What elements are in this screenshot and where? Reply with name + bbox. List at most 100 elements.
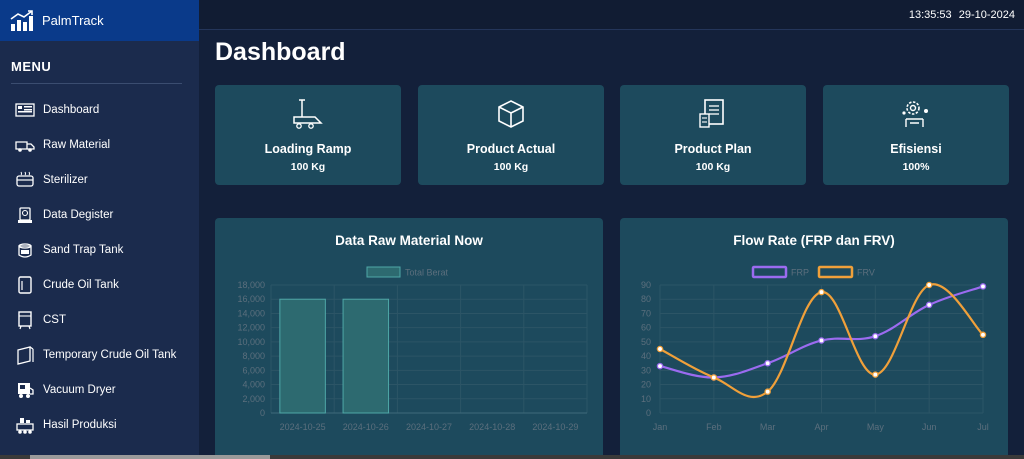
legend-swatch	[751, 265, 788, 279]
sidebar-item-data-degister[interactable]: Data Degister	[0, 197, 199, 232]
data-point	[710, 374, 718, 381]
degister-icon	[15, 205, 35, 225]
sidebar-item-label: Dashboard	[43, 103, 100, 116]
x-tick-label: 2024-10-25	[280, 422, 326, 432]
x-tick-label: Jul	[977, 422, 989, 432]
card-value: 100 Kg	[290, 161, 326, 173]
sidebar-item-crude-oil-tank[interactable]: Crude Oil Tank	[0, 267, 199, 302]
bar-chart-logo-icon	[10, 9, 33, 31]
chart-legend: Total Berat	[366, 266, 449, 278]
sidebar-item-dashboard[interactable]: Dashboard	[0, 92, 199, 127]
sterilizer-icon	[15, 170, 35, 190]
production-icon	[15, 415, 35, 435]
raw-material-bar-chart: Total Berat 0 2,000 4,000 6,000 8,000 10,000 12…	[237, 266, 588, 432]
data-point	[872, 332, 879, 340]
vacuum-dryer-icon	[15, 380, 35, 400]
x-tick-label: 2024-10-27	[406, 422, 452, 432]
bar	[279, 298, 326, 414]
chart-title: Data Raw Material Now	[335, 233, 483, 248]
data-point	[979, 283, 987, 290]
y-tick-label: 50	[641, 337, 651, 347]
card-value: 100 Kg	[493, 161, 529, 173]
x-tick-label: 2024-10-29	[532, 422, 578, 432]
bar	[342, 298, 390, 414]
tank-icon	[15, 275, 35, 295]
x-tick-label: Jun	[922, 422, 937, 432]
clock-time: 13:35:53	[908, 9, 952, 21]
card-value: 100 Kg	[695, 161, 731, 173]
y-tick-label: 8,000	[242, 351, 265, 361]
sidebar-item-sterilizer[interactable]: Sterilizer	[0, 162, 199, 197]
y-tick-label: 16,000	[237, 294, 265, 304]
cst-icon	[15, 310, 35, 330]
card-title: Efisiensi	[890, 142, 942, 156]
brand[interactable]: PalmTrack	[0, 0, 199, 41]
flow-rate-line-chart: FRP FRV 0 10 20 30 40 50 60 70 80 90 Jan Feb Mar Apr May…	[641, 265, 989, 432]
y-tick-label: 14,000	[237, 308, 265, 318]
raw-material-chart-panel: Data Raw Material Now Total Berat 0 2,000 4…	[215, 218, 603, 459]
sidebar-item-sand-trap-tank[interactable]: Sand Trap Tank	[0, 232, 199, 267]
y-tick-label: 10	[641, 394, 651, 404]
page-title: Dashboard	[215, 38, 346, 66]
sidebar-item-label: Crude Oil Tank	[43, 278, 119, 291]
sidebar: PalmTrack MENU Dashboard Raw Material St…	[0, 0, 199, 459]
menu-list: Dashboard Raw Material Sterilizer Data D…	[0, 92, 199, 442]
legend-label: FRV	[857, 268, 875, 278]
data-point	[656, 345, 664, 353]
sidebar-item-hasil-produksi[interactable]: Hasil Produksi	[0, 407, 199, 442]
sidebar-item-label: Temporary Crude Oil Tank	[43, 348, 177, 361]
truck-icon	[15, 135, 35, 155]
x-tick-label: May	[867, 422, 885, 432]
card-title: Loading Ramp	[264, 142, 352, 156]
y-tick-label: 30	[641, 365, 651, 375]
menu-divider	[11, 83, 182, 84]
data-point	[764, 388, 771, 395]
y-tick-label: 90	[641, 280, 651, 290]
y-tick-label: 0	[646, 408, 651, 418]
data-point	[872, 371, 879, 378]
card-loading-ramp[interactable]: Loading Ramp 100 Kg	[215, 85, 401, 185]
y-tick-label: 6,000	[242, 365, 265, 375]
sand-trap-icon	[15, 240, 35, 260]
top-bar: 13:35:53 29-10-2024	[199, 0, 1024, 30]
menu-title: MENU	[11, 59, 52, 74]
sidebar-item-label: Raw Material	[43, 138, 111, 151]
y-tick-label: 18,000	[237, 280, 265, 290]
y-tick-label: 12,000	[237, 323, 265, 333]
sidebar-item-raw-material[interactable]: Raw Material	[0, 127, 199, 162]
clock: 13:35:53 29-10-2024	[905, 9, 1015, 21]
x-tick-label: 2024-10-28	[469, 422, 515, 432]
sidebar-item-cst[interactable]: CST	[0, 302, 199, 337]
dashboard-icon	[15, 100, 35, 120]
chart-legend: FRP FRV	[751, 265, 875, 279]
temp-tank-icon	[15, 345, 35, 365]
y-tick-label: 60	[641, 323, 651, 333]
card-efisiensi[interactable]: Efisiensi 100%	[823, 85, 1009, 185]
y-tick-label: 2,000	[242, 394, 265, 404]
plan-document-icon	[699, 99, 724, 128]
data-point	[979, 331, 987, 339]
legend-label: Total Berat	[405, 268, 449, 278]
legend-swatch	[817, 265, 854, 279]
y-tick-label: 0	[260, 408, 265, 418]
card-product-actual[interactable]: Product Actual 100 Kg	[418, 85, 604, 185]
card-product-plan[interactable]: Product Plan 100 Kg	[620, 85, 806, 185]
x-tick-label: Jan	[653, 422, 668, 432]
horizontal-scrollbar[interactable]	[0, 455, 1024, 459]
card-value: 100%	[902, 161, 930, 173]
legend-swatch	[366, 266, 401, 278]
box-icon	[498, 100, 524, 128]
y-tick-label: 80	[641, 294, 651, 304]
data-point	[925, 281, 933, 289]
sidebar-item-label: Data Degister	[43, 208, 114, 221]
scrollbar-thumb[interactable]	[30, 455, 270, 459]
x-tick-label: Mar	[760, 422, 776, 432]
y-tick-label: 40	[641, 351, 651, 361]
sidebar-item-vacuum-dryer[interactable]: Vacuum Dryer	[0, 372, 199, 407]
x-tick-label: 2024-10-26	[343, 422, 389, 432]
data-point	[818, 337, 825, 344]
data-point	[925, 301, 933, 309]
sidebar-item-temporary-crude-oil-tank[interactable]: Temporary Crude Oil Tank	[0, 337, 199, 372]
sidebar-item-label: Vacuum Dryer	[43, 383, 116, 396]
app-name: PalmTrack	[42, 13, 104, 28]
